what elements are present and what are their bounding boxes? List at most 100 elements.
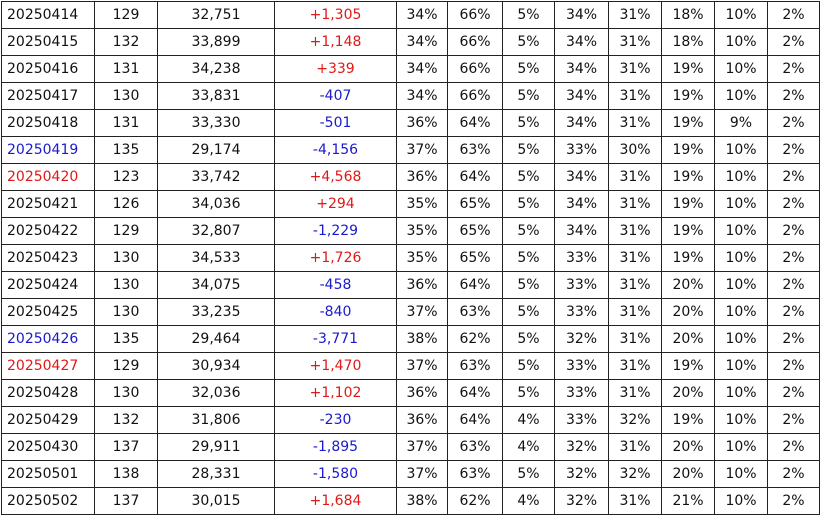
table-cell: -1,229 [274, 217, 397, 245]
table-cell: +1,470 [274, 352, 397, 380]
table-cell: 20250427 [1, 352, 95, 380]
table-cell: 19% [661, 217, 715, 245]
table-cell: 34,075 [157, 271, 275, 299]
table-cell: 20% [661, 271, 715, 299]
table-cell: 31,806 [157, 406, 275, 434]
table-row: 20250416 131 34,238 +339 34% 66% 5% 34% 31% 19% 10… [1, 55, 820, 83]
table-cell: 4% [502, 433, 555, 461]
table-cell: 20250420 [1, 163, 95, 191]
table-cell: 137 [94, 487, 158, 515]
table-cell: -501 [274, 109, 397, 137]
table-cell: 34,036 [157, 190, 275, 218]
table-cell: 20250430 [1, 433, 95, 461]
table-cell: 4% [502, 406, 555, 434]
table-row: 20250421 126 34,036 +294 35% 65% 5% 34% 31% 19% 10… [1, 190, 820, 218]
table-cell: 34% [554, 28, 609, 56]
table-cell: 130 [94, 82, 158, 110]
table-cell: 33,831 [157, 82, 275, 110]
table-cell: 29,174 [157, 136, 275, 164]
table-cell: 34% [554, 190, 609, 218]
table-row: 20250430 137 29,911 -1,895 37% 63% 4% 32% 31% 20%… [1, 433, 820, 461]
table-cell: 64% [447, 406, 503, 434]
table-cell: 2% [767, 217, 820, 245]
table-cell: 4% [502, 487, 555, 515]
table-cell: 10% [714, 190, 768, 218]
table-cell: 2% [767, 163, 820, 191]
table-cell: 20250418 [1, 109, 95, 137]
table-cell: 10% [714, 379, 768, 407]
table-cell: 5% [502, 28, 555, 56]
table-cell: 5% [502, 460, 555, 488]
table-cell: 19% [661, 190, 715, 218]
table-cell: 18% [661, 1, 715, 29]
table-cell: 35% [396, 244, 448, 272]
table-cell: 30% [608, 136, 662, 164]
table-cell: 38% [396, 487, 448, 515]
table-row: 20250418 131 33,330 -501 36% 64% 5% 34% 31% 19% 9%… [1, 109, 820, 137]
table-cell: 63% [447, 352, 503, 380]
table-row: 20250427 129 30,934 +1,470 37% 63% 5% 33% 31% 19%… [1, 352, 820, 380]
table-row: 20250423 130 34,533 +1,726 35% 65% 5% 33% 31% 19%… [1, 244, 820, 272]
table-cell: 132 [94, 406, 158, 434]
table-cell: 32% [554, 433, 609, 461]
table-row: 20250502 137 30,015 +1,684 38% 62% 4% 32% 31% 21%… [1, 487, 820, 515]
table-cell: 130 [94, 298, 158, 326]
table-cell: 5% [502, 217, 555, 245]
table-cell: 5% [502, 136, 555, 164]
table-cell: 20% [661, 460, 715, 488]
table-cell: 123 [94, 163, 158, 191]
table-cell: 129 [94, 352, 158, 380]
table-cell: 63% [447, 433, 503, 461]
table-cell: 5% [502, 163, 555, 191]
table-cell: 10% [714, 271, 768, 299]
table-cell: 10% [714, 352, 768, 380]
table-cell: 2% [767, 325, 820, 353]
table-cell: 19% [661, 109, 715, 137]
table-cell: 19% [661, 406, 715, 434]
table-cell: 10% [714, 460, 768, 488]
table-cell: 2% [767, 460, 820, 488]
table-cell: 19% [661, 352, 715, 380]
table-cell: 28,331 [157, 460, 275, 488]
table-cell: 34,533 [157, 244, 275, 272]
table-cell: 33% [554, 271, 609, 299]
table-cell: 33,235 [157, 298, 275, 326]
table-row: 20250420 123 33,742 +4,568 36% 64% 5% 34% 31% 19%… [1, 163, 820, 191]
table-row: 20250414 129 32,751 +1,305 34% 66% 5% 34% 31% 18%… [1, 1, 820, 29]
table-cell: 20250424 [1, 271, 95, 299]
table-cell: +4,568 [274, 163, 397, 191]
table-cell: 10% [714, 217, 768, 245]
table-cell: 5% [502, 109, 555, 137]
table-row: 20250417 130 33,831 -407 34% 66% 5% 34% 31% 19% 10… [1, 82, 820, 110]
table-cell: 33% [554, 406, 609, 434]
table-cell: 66% [447, 1, 503, 29]
table-cell: 5% [502, 298, 555, 326]
table-cell: 36% [396, 109, 448, 137]
table-cell: 10% [714, 55, 768, 83]
table-cell: 5% [502, 82, 555, 110]
table-row: 20250426 135 29,464 -3,771 38% 62% 5% 32% 31% 20%… [1, 325, 820, 353]
table-cell: 64% [447, 109, 503, 137]
table-cell: 19% [661, 82, 715, 110]
table-cell: 31% [608, 271, 662, 299]
table-cell: 137 [94, 433, 158, 461]
table-cell: 34% [396, 1, 448, 29]
table-cell: 32% [554, 487, 609, 515]
table-cell: 135 [94, 136, 158, 164]
table-cell: 20% [661, 433, 715, 461]
table-cell: 36% [396, 379, 448, 407]
table-cell: 35% [396, 217, 448, 245]
table-cell: 31% [608, 325, 662, 353]
table-cell: 19% [661, 136, 715, 164]
table-cell: 20250428 [1, 379, 95, 407]
table-cell: 29,464 [157, 325, 275, 353]
table-cell: 20% [661, 325, 715, 353]
table-cell: 33,742 [157, 163, 275, 191]
table-cell: +1,684 [274, 487, 397, 515]
table-cell: 31% [608, 352, 662, 380]
table-cell: 5% [502, 271, 555, 299]
table-cell: 2% [767, 28, 820, 56]
table-cell: 31% [608, 82, 662, 110]
table-row: 20250424 130 34,075 -458 36% 64% 5% 33% 31% 20% 10… [1, 271, 820, 299]
